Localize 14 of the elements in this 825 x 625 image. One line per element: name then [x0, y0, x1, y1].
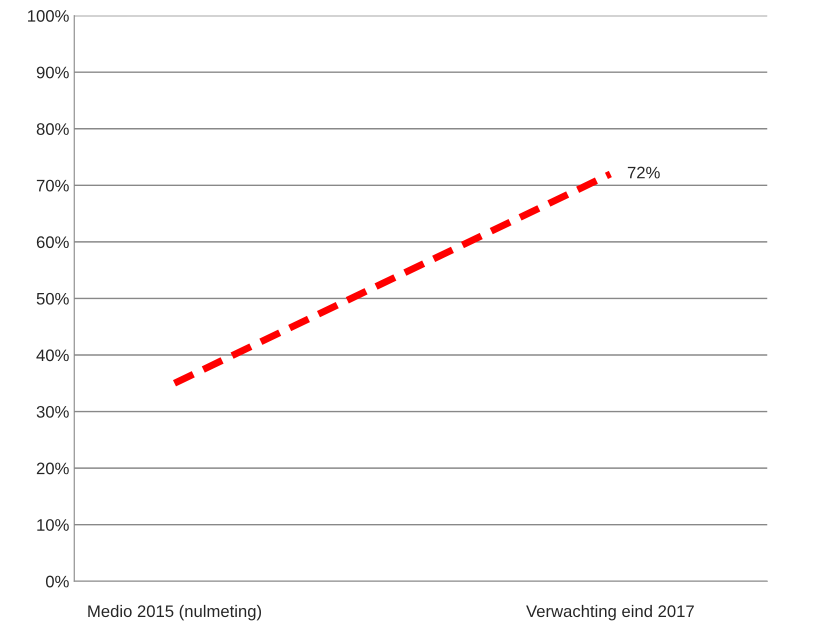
y-tick-label: 20% [36, 462, 69, 474]
y-tick-label: 40% [36, 349, 69, 362]
x-tick-label: Medio 2015 (nulmeting) [88, 604, 262, 620]
y-tick-label: 90% [36, 66, 69, 78]
y-tick-label: 70% [36, 180, 69, 192]
y-tick-label: 80% [36, 123, 69, 135]
y-tick-label: 60% [36, 236, 69, 248]
y-tick-label: 30% [36, 406, 69, 418]
x-tick-label: Verwachting eind 2017 [526, 604, 694, 620]
data-label: 72% [628, 166, 660, 178]
y-tick-label: 100% [28, 10, 69, 22]
y-tick-label: 50% [36, 292, 69, 305]
y-tick-label: 0% [46, 576, 69, 588]
y-tick-label: 10% [37, 519, 69, 531]
